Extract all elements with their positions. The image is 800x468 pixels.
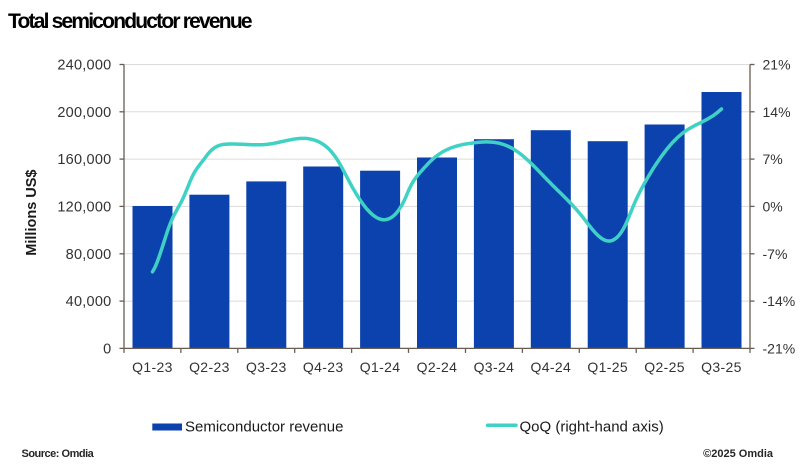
svg-text:Q1-24: Q1-24 <box>360 359 401 375</box>
svg-text:Q2-24: Q2-24 <box>417 359 458 375</box>
svg-text:120,000: 120,000 <box>57 199 111 215</box>
svg-text:21%: 21% <box>763 57 791 73</box>
svg-text:-21%: -21% <box>763 340 796 356</box>
svg-text:Q2-25: Q2-25 <box>644 359 685 375</box>
svg-text:7%: 7% <box>763 151 783 167</box>
svg-text:Semiconductor revenue: Semiconductor revenue <box>185 419 343 436</box>
svg-text:80,000: 80,000 <box>66 247 112 263</box>
svg-text:Q4-24: Q4-24 <box>530 359 571 375</box>
svg-text:14%: 14% <box>763 104 791 120</box>
svg-text:0: 0 <box>103 341 111 357</box>
svg-text:Q1-25: Q1-25 <box>587 359 628 375</box>
svg-text:-7%: -7% <box>763 246 788 262</box>
svg-text:QoQ (right-hand axis): QoQ (right-hand axis) <box>520 419 664 436</box>
svg-text:0%: 0% <box>763 198 783 214</box>
svg-text:Q3-25: Q3-25 <box>701 359 742 375</box>
svg-text:160,000: 160,000 <box>57 152 111 168</box>
svg-text:Q2-23: Q2-23 <box>189 359 230 375</box>
svg-text:Millions US$: Millions US$ <box>24 169 40 255</box>
svg-text:Q1-23: Q1-23 <box>132 359 173 375</box>
svg-text:40,000: 40,000 <box>66 294 112 310</box>
svg-text:Total semiconductor revenue: Total semiconductor revenue <box>8 10 252 33</box>
svg-text:240,000: 240,000 <box>57 58 111 74</box>
svg-text:200,000: 200,000 <box>57 105 111 121</box>
svg-text:Q3-24: Q3-24 <box>474 359 515 375</box>
svg-text:Q4-23: Q4-23 <box>303 359 344 375</box>
svg-text:-14%: -14% <box>763 293 796 309</box>
svg-text:Source: Omdia: Source: Omdia <box>22 448 95 460</box>
svg-text:©2025 Omdia: ©2025 Omdia <box>703 448 774 460</box>
svg-text:Q3-23: Q3-23 <box>246 359 287 375</box>
